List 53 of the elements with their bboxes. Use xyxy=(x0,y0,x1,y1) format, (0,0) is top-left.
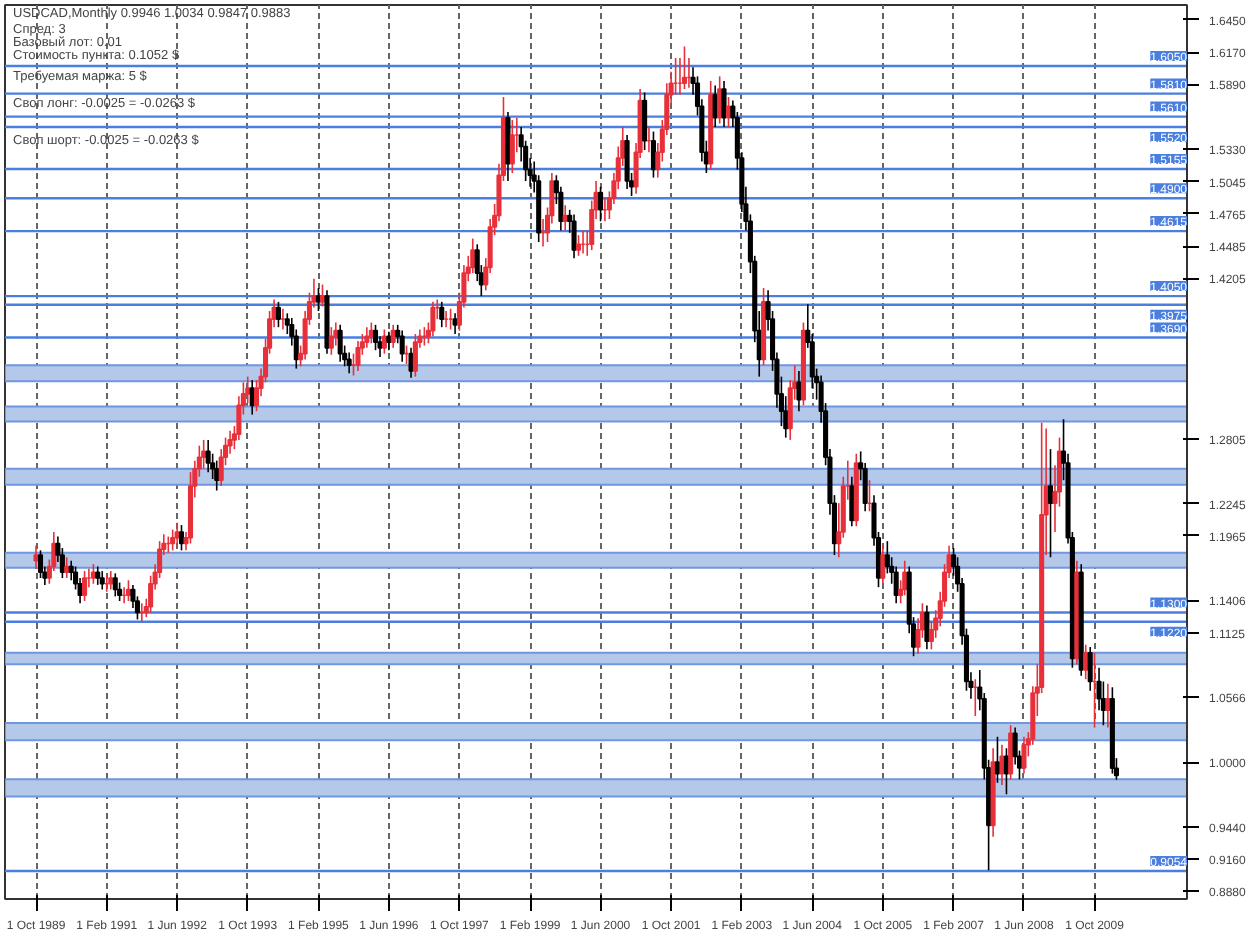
candlestick xyxy=(178,524,185,552)
candlestick xyxy=(408,347,414,379)
candlestick xyxy=(721,80,727,128)
candlestick xyxy=(849,475,855,528)
candlestick xyxy=(333,321,339,347)
candlestick xyxy=(796,370,802,412)
candlestick xyxy=(174,521,180,547)
candlestick xyxy=(201,439,207,470)
candlestick xyxy=(64,556,70,579)
candlestick xyxy=(470,237,476,274)
candlestick xyxy=(1021,735,1027,775)
candlestick xyxy=(893,565,899,605)
candlestick xyxy=(372,324,379,351)
candlestick xyxy=(1083,643,1089,681)
candlestick xyxy=(68,559,74,582)
candlestick xyxy=(1105,683,1111,729)
candlestick xyxy=(452,312,458,335)
candlestick xyxy=(33,544,39,570)
candlestick xyxy=(439,301,445,328)
candlestick xyxy=(576,234,582,257)
candlestick xyxy=(337,324,343,363)
candlestick xyxy=(108,570,114,591)
candlestick xyxy=(95,565,101,586)
candlestick xyxy=(509,119,515,174)
candlestick xyxy=(82,570,88,602)
candlestick xyxy=(924,604,930,651)
candlestick xyxy=(999,744,1005,786)
candlestick xyxy=(364,326,370,349)
candlestick xyxy=(430,301,436,338)
candlestick xyxy=(880,544,886,585)
candlestick xyxy=(355,340,361,372)
candlestick xyxy=(275,301,281,328)
candlestick xyxy=(642,91,648,151)
candlestick xyxy=(117,581,123,602)
candlestick xyxy=(505,111,511,182)
candlestick xyxy=(571,213,577,259)
candlestick xyxy=(624,134,630,190)
candlestick xyxy=(681,45,687,90)
candlestick xyxy=(346,351,352,374)
candlestick xyxy=(37,549,44,579)
candlestick xyxy=(381,328,387,355)
candlestick xyxy=(1087,646,1093,692)
candlestick xyxy=(170,528,176,552)
candlestick xyxy=(328,326,334,356)
candlestick xyxy=(205,439,211,473)
candlestick xyxy=(598,185,604,223)
candlestick xyxy=(99,570,105,591)
candlestick xyxy=(902,559,908,597)
candlestick xyxy=(214,459,220,492)
candlestick xyxy=(399,329,405,363)
candlestick xyxy=(112,572,118,598)
candlestick xyxy=(412,333,418,378)
candlestick xyxy=(386,330,392,351)
